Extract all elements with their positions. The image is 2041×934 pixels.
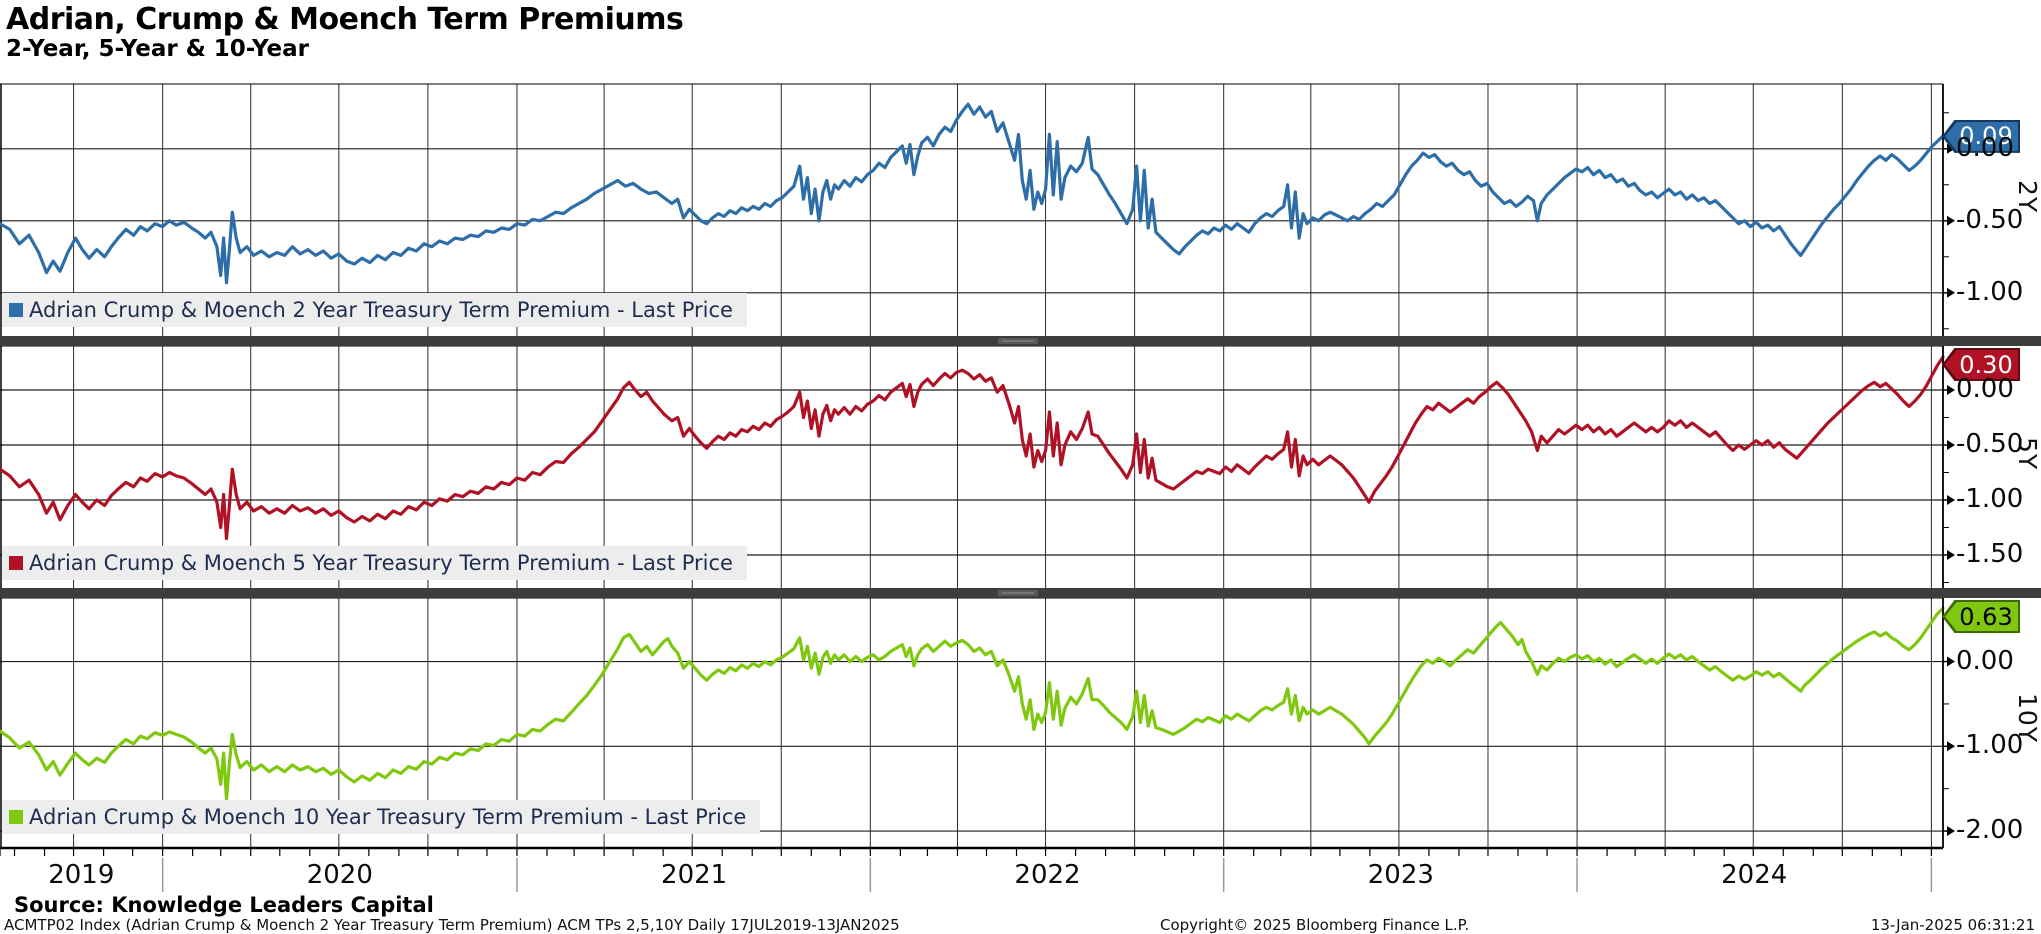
y-tick-arrow-icon: [1947, 287, 1955, 298]
y-tick-label: -1.00: [1956, 484, 2024, 514]
legend-2y[interactable]: Adrian Crump & Moench 2 Year Treasury Te…: [2, 293, 747, 327]
copyright-note: Copyright© 2025 Bloomberg Finance L.P.: [1160, 916, 1470, 934]
y-tick-label: -1.00: [1956, 276, 2024, 307]
y-tick-arrow-icon: [1947, 550, 1955, 560]
y-tick-label: 0.00: [1956, 645, 2014, 676]
series-line-2y[interactable]: [0, 102, 1945, 285]
legend-swatch-10y-icon: [9, 810, 23, 824]
legend-swatch-2y-icon: [9, 303, 23, 317]
chart-subtitle: 2-Year, 5-Year & 10-Year: [6, 36, 309, 62]
panel-axis-label-10y: 10Y: [2013, 693, 2041, 744]
y-tick-label: -0.50: [1956, 204, 2024, 235]
y-tick-arrow-icon: [1947, 495, 1955, 505]
x-year-label: 2023: [1367, 860, 1434, 890]
legend-5y[interactable]: Adrian Crump & Moench 5 Year Treasury Te…: [2, 546, 747, 580]
source-note: Source: Knowledge Leaders Capital: [14, 893, 434, 917]
last-price-flag-2y: 0.09: [1942, 119, 2020, 153]
x-year-label: 2022: [1014, 860, 1081, 890]
ticker-meta-line: ACMTP02 Index (Adrian Crump & Moench 2 Y…: [4, 916, 900, 934]
last-price-value-5y: 0.30: [1959, 350, 2013, 379]
y-tick-label: 0.00: [1956, 132, 2014, 163]
x-year-label: 2021: [661, 860, 728, 890]
y-tick-arrow-icon: [1947, 656, 1955, 667]
y-tick-arrow-icon: [1947, 826, 1955, 837]
chart-title: Adrian, Crump & Moench Term Premiums: [6, 2, 684, 37]
y-tick-arrow-icon: [1947, 385, 1955, 395]
y-tick-arrow-icon: [1947, 741, 1955, 752]
y-tick-label: -2.00: [1956, 815, 2024, 846]
x-year-label: 2019: [48, 860, 115, 890]
y-tick-label: -1.50: [1956, 539, 2024, 569]
series-line-5y[interactable]: [0, 355, 1945, 541]
y-tick-label: 0.00: [1956, 374, 2014, 404]
last-price-value-2y: 0.09: [1959, 122, 2013, 151]
series-line-10y[interactable]: [0, 606, 1945, 801]
panel-axis-label-5y: 5Y: [2013, 437, 2041, 471]
x-year-label: 2020: [306, 860, 373, 890]
last-price-flag-5y: 0.30: [1942, 348, 2020, 381]
timestamp: 13-Jan-2025 06:31:21: [1870, 916, 2035, 934]
legend-label-2y: Adrian Crump & Moench 2 Year Treasury Te…: [29, 298, 733, 322]
panel-axis-label-2y: 2Y: [2013, 180, 2041, 214]
y-tick-arrow-icon: [1947, 215, 1955, 226]
legend-label-5y: Adrian Crump & Moench 5 Year Treasury Te…: [29, 551, 733, 575]
legend-swatch-5y-icon: [9, 556, 23, 570]
y-tick-arrow-icon: [1947, 143, 1955, 154]
last-price-flag-10y: 0.63: [1942, 600, 2020, 633]
legend-10y[interactable]: Adrian Crump & Moench 10 Year Treasury T…: [2, 800, 761, 834]
last-price-value-10y: 0.63: [1959, 602, 2013, 631]
y-tick-arrow-icon: [1947, 440, 1955, 450]
legend-label-10y: Adrian Crump & Moench 10 Year Treasury T…: [29, 805, 747, 829]
y-tick-label: -0.50: [1956, 429, 2024, 459]
y-tick-label: -1.00: [1956, 730, 2024, 761]
x-year-label: 2024: [1721, 860, 1788, 890]
